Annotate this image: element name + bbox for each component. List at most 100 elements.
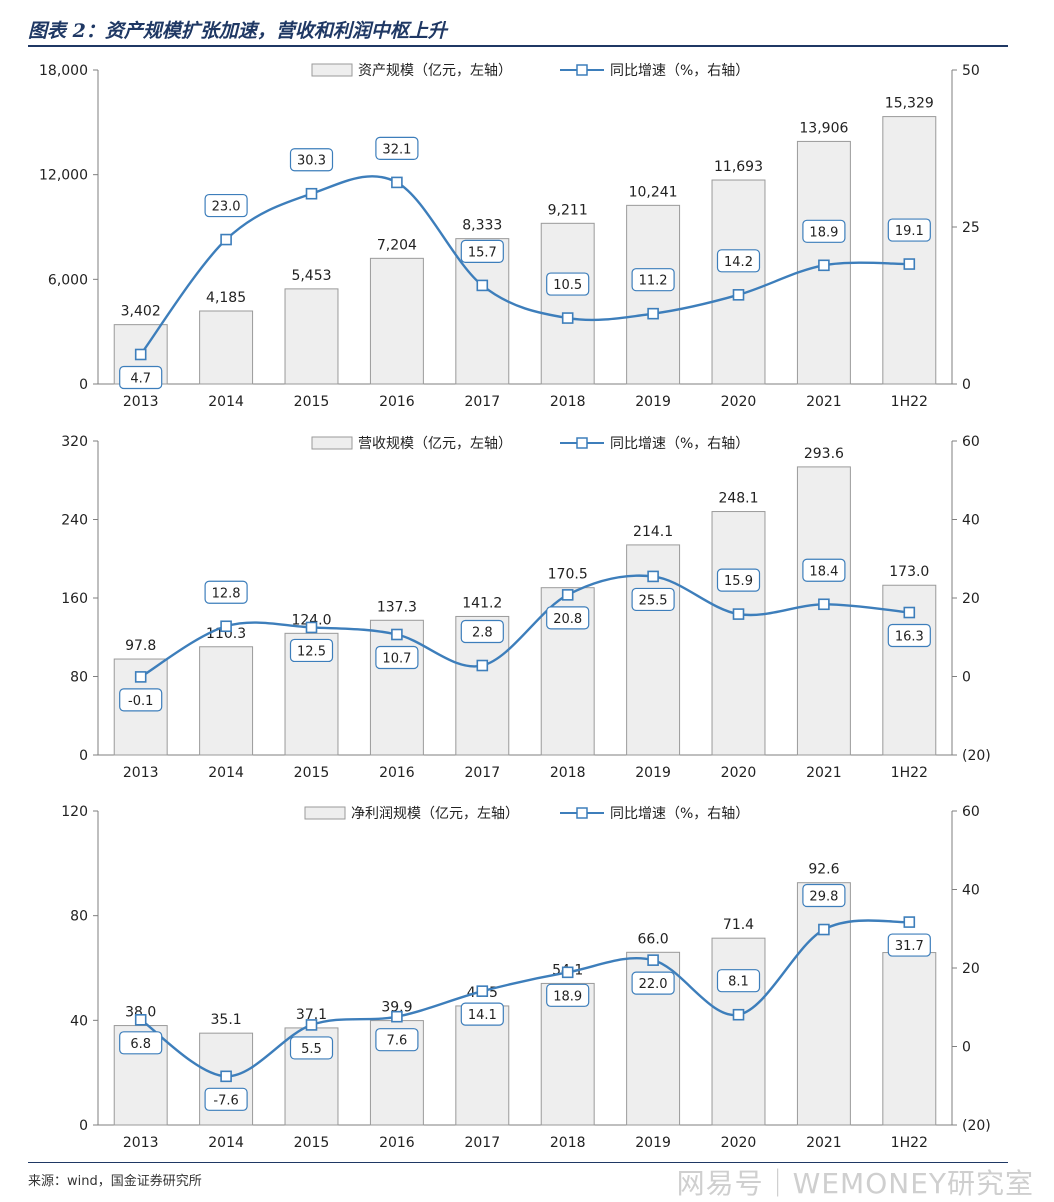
growth-marker	[391, 1010, 403, 1023]
label-text: 15.9	[724, 574, 753, 589]
x-tick-label: 2015	[294, 1135, 330, 1151]
legend-line-label: 同比增速（%，右轴）	[610, 436, 749, 452]
growth-value-label: 7.6	[375, 1028, 419, 1052]
label-text: 6.8	[130, 1037, 151, 1052]
growth-value-label: 15.7	[460, 239, 504, 264]
left-tick-label: 80	[70, 909, 88, 925]
x-tick-label: 2013	[123, 394, 159, 410]
label-text: 22.0	[639, 977, 668, 992]
label-box	[802, 883, 846, 908]
growth-marker	[647, 954, 659, 966]
x-tick-label: 2019	[635, 394, 671, 410]
x-tick-label: 2014	[208, 765, 244, 781]
label-text: -0.1	[128, 694, 153, 709]
bar-value-label: 141.2	[462, 595, 502, 611]
bar-value-label: 137.3	[377, 599, 417, 615]
label-box	[716, 568, 761, 592]
right-tick-label: 20	[962, 591, 980, 607]
bar	[796, 466, 851, 756]
label-text: 18.9	[809, 225, 838, 240]
label-box	[460, 619, 504, 644]
bar-value-label: 97.8	[125, 638, 156, 654]
label-text: 10.7	[382, 652, 411, 667]
bar	[369, 257, 424, 385]
legend-line-marker	[576, 437, 588, 449]
x-tick-label: 1H22	[891, 394, 928, 410]
bar-value-label: 5,453	[291, 268, 331, 284]
growth-value-label: 29.8	[802, 883, 846, 908]
bar-value-label: 173.0	[889, 564, 929, 580]
growth-marker	[134, 671, 147, 683]
growth-value-label: 16.3	[887, 623, 931, 648]
label-text: 25.5	[639, 593, 668, 608]
source-note: 来源：wind，国金证券研究所	[28, 1174, 202, 1189]
bar-value-label: 15,329	[885, 96, 934, 112]
label-text: 7.6	[387, 1034, 408, 1049]
label-box	[119, 688, 163, 712]
x-tick-label: 2017	[464, 765, 500, 781]
left-tick-label: 320	[61, 434, 88, 450]
growth-marker	[476, 659, 489, 672]
x-tick-label: 2017	[464, 1135, 500, 1151]
growth-marker	[903, 916, 916, 928]
label-box	[887, 623, 931, 648]
left-tick-label: 80	[70, 670, 88, 686]
left-tick-label: 120	[61, 804, 88, 820]
growth-marker	[561, 966, 574, 979]
right-tick-label: (20)	[962, 1118, 991, 1134]
x-tick-label: 2018	[550, 765, 586, 781]
bar-value-label: 9,211	[548, 202, 588, 218]
label-box	[546, 272, 590, 296]
bar	[199, 646, 254, 756]
bar	[199, 310, 254, 385]
label-box	[716, 969, 761, 993]
legend-bar-swatch	[311, 63, 353, 77]
bar	[540, 222, 595, 385]
growth-value-label: 32.1	[375, 136, 419, 161]
growth-marker	[561, 312, 574, 324]
label-text: 18.9	[553, 989, 582, 1004]
growth-value-label: 12.8	[204, 580, 248, 604]
legend-bar-label: 营收规模（亿元，左轴）	[358, 436, 512, 452]
right-tick-label: 0	[962, 1040, 971, 1056]
right-tick-label: 20	[962, 961, 980, 977]
growth-value-label: 15.9	[716, 568, 761, 592]
x-tick-label: 2018	[550, 394, 586, 410]
watermark: 网易号｜WEMONEY研究室	[676, 1167, 1034, 1200]
growth-value-label: -0.1	[119, 688, 163, 712]
label-text: 11.2	[639, 274, 668, 289]
x-tick-label: 2018	[550, 1135, 586, 1151]
bar-value-label: 92.6	[808, 862, 839, 878]
x-tick-label: 2020	[721, 394, 757, 410]
x-tick-label: 2019	[635, 765, 671, 781]
label-text: 14.1	[468, 1008, 497, 1023]
label-box	[887, 933, 931, 957]
growth-value-label: 2.8	[460, 619, 504, 644]
bar-value-label: 39.9	[381, 1000, 412, 1016]
x-tick-label: 2019	[635, 1135, 671, 1151]
label-box	[375, 1028, 419, 1052]
label-box	[375, 645, 419, 670]
left-tick-label: 0	[79, 377, 88, 393]
figure-footer: 来源：wind，国金证券研究所 网易号｜WEMONEY研究室	[0, 1160, 1054, 1200]
growth-value-label: 18.4	[802, 558, 846, 582]
net-profit-scale-chart: 04080120(20)020406038.035.137.139.945.55…	[61, 804, 991, 1151]
x-tick-label: 1H22	[891, 1135, 928, 1151]
growth-value-label: 14.2	[716, 249, 761, 273]
growth-marker	[818, 259, 830, 272]
legend-line-label: 同比增速（%，右轴）	[610, 806, 749, 822]
label-box	[631, 971, 675, 995]
figure-header: 图表 2：资产规模扩张加速，营收和利润中枢上升	[0, 0, 1054, 48]
right-tick-label: 0	[962, 377, 971, 393]
growth-value-label: 4.7	[119, 365, 163, 390]
label-box	[289, 1036, 334, 1060]
label-box	[289, 638, 334, 663]
left-tick-label: 12,000	[39, 168, 88, 184]
label-text: 5.5	[301, 1042, 322, 1057]
growth-marker	[732, 289, 745, 301]
growth-value-label: 6.8	[119, 1031, 163, 1055]
right-tick-label: (20)	[962, 748, 991, 764]
label-text: 12.8	[212, 586, 241, 601]
label-box	[119, 1031, 163, 1055]
growth-marker	[647, 570, 659, 583]
